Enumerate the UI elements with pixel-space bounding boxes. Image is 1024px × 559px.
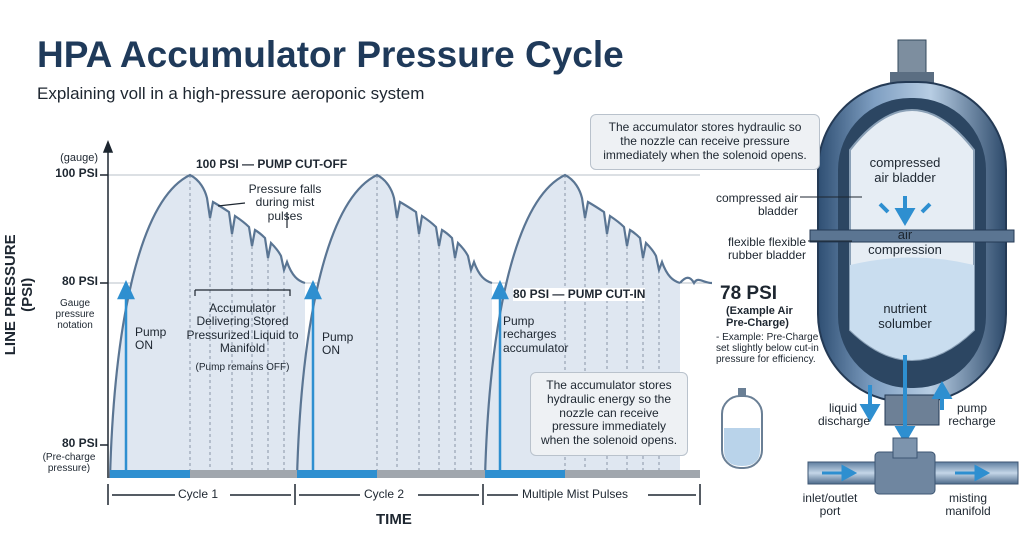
axes [100,139,701,505]
precharge-label: (Example Air Pre-Charge) [726,305,793,330]
annotation-arrows [194,202,291,296]
cutin-label: 80 PSI — PUMP CUT-IN [513,287,646,302]
cutoff-label: 100 PSI — PUMP CUT-OFF [196,157,348,171]
tank-label: compressed air bladder [869,155,941,185]
pump-on-bar [110,470,565,478]
pump-off-note: (Pump remains OFF) [195,362,290,373]
pump-recharges-label: Pump recharges accumulator [503,314,569,355]
delivering-note: Accumulator Delivering Stored Pressurize… [186,301,299,356]
subtitle: Explaining voll in a high-pressure aerop… [37,84,425,103]
tick-label: 100 PSI [55,166,98,180]
tick-label: 80 PSI [61,436,98,450]
y-axis-title: LINE PRESSURE (PSI) [2,234,36,356]
y-unit-note: (gauge) [60,152,98,164]
x-segment-label: Cycle 2 [364,487,405,501]
pump-on-label: Pump ON [322,330,354,358]
tank-label: flexible flexible rubber bladder [727,235,806,263]
precharge-value: 78 PSI [720,283,778,304]
precharge-note: - Example: Pre-Charge set slightly below… [716,332,819,366]
tank-label: compressed air bladder [715,191,798,219]
accumulator-tank [800,39,1019,495]
small-tank [721,388,763,469]
x-axis-title: TIME [376,511,412,528]
time-bar [110,470,700,478]
tank-label: nutrient solumber [878,301,932,331]
pressure-curve [108,173,713,480]
pump-arrows [117,280,509,470]
tick-label: 80 PSI [61,274,98,288]
tank-label: pump recharge [948,401,996,429]
tank-label: air compression [868,227,942,257]
x-segment-label: Cycle 1 [178,487,219,501]
tick-note: (Pre-charge pressure) [42,452,96,475]
tank-label: misting manifold [945,491,991,519]
x-segment-label: Multiple Mist Pulses [522,487,629,501]
callout: The accumulator stores hydraulic so the … [590,114,820,170]
tick-note: Gauge pressure notation [55,298,95,332]
tank-label: inlet/outlet port [802,491,858,519]
tank-label: liquid discharge [818,401,871,429]
pressure-falls-note: Pressure falls during mist pulses [248,182,322,223]
title: HPA Accumulator Pressure Cycle [37,34,624,75]
pump-on-label: Pump ON [135,325,167,353]
callout: The accumulator stores hydraulic energy … [530,372,688,456]
